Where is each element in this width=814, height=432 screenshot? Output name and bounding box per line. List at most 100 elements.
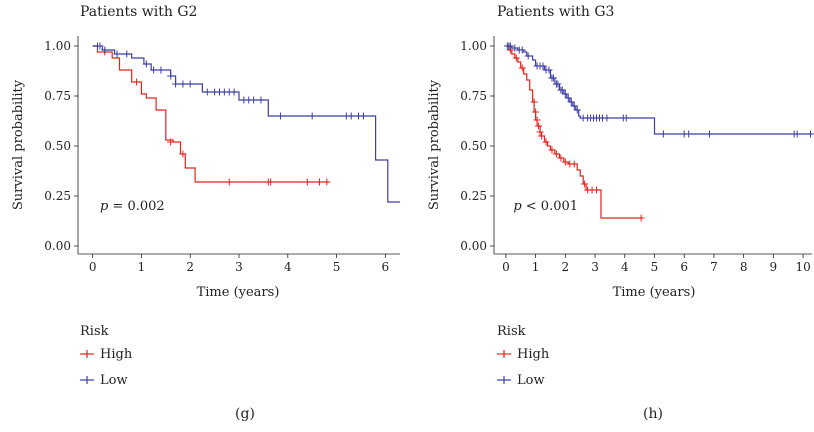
- panel-h-censor-mark-high: [552, 150, 560, 158]
- panel-g-legend-item-high: High: [80, 347, 133, 362]
- panel-h-censor-mark-low: [545, 66, 553, 74]
- panel-h-censor-mark-high: [570, 160, 578, 168]
- panel-h-censor-mark-low: [793, 130, 801, 138]
- panel-g-legend: Risk High Low: [80, 324, 133, 388]
- panel-h-x-tick-label: 7: [710, 260, 718, 274]
- panel-h-censor-mark-low: [511, 44, 519, 52]
- panel-g-censor-mark-low: [257, 96, 265, 104]
- panel-g-censor-mark-low: [179, 80, 187, 88]
- panel-g-censor-mark-high: [133, 78, 141, 86]
- panel-h-censor-mark-low: [524, 52, 532, 60]
- panel-g-x-tick-label: 6: [382, 260, 390, 274]
- panel-g-censor-mark-low: [359, 112, 367, 120]
- panel-g: Patients with G2 Survival probability Ti…: [11, 4, 400, 422]
- panel-g-x-tick-label: 2: [186, 260, 194, 274]
- panel-g-censor-mark-low: [250, 96, 258, 104]
- panel-h-p-value: p < 0.001: [513, 199, 578, 214]
- panel-g-censor-mark-low: [96, 42, 104, 50]
- panel-h-censor-mark-high: [512, 54, 520, 62]
- panel-g-censor-mark-high: [179, 150, 187, 158]
- panel-g-y-tick-label: 0.00: [44, 239, 71, 253]
- panel-h: Patients with G3 Survival probability Ti…: [427, 4, 814, 422]
- panel-h-censor-mark-high: [535, 122, 543, 130]
- panel-h-censor-mark-low: [558, 86, 566, 94]
- panel-h-censor-mark-high: [532, 108, 540, 116]
- panel-h-censor-mark-low: [622, 114, 630, 122]
- panel-g-censor-mark-low: [157, 66, 165, 74]
- panel-g-y-tick-label: 0.50: [44, 139, 71, 153]
- panel-g-x-tick-label: 0: [89, 260, 97, 274]
- panel-h-censor-mark-low: [506, 42, 514, 50]
- panel-h-x-tick-label: 8: [740, 260, 748, 274]
- panel-g-censor-mark-low: [172, 80, 180, 88]
- panel-h-censor-mark-low: [567, 98, 575, 106]
- panel-h-curve-high: [505, 45, 643, 219]
- panel-h-censor-mark-low: [807, 130, 814, 138]
- panel-h-legend: Risk High Low: [497, 324, 550, 388]
- panel-g-x-tick-label: 1: [138, 260, 146, 274]
- panel-g-censor-mark-low: [347, 112, 355, 120]
- panel-h-censor-mark-high: [536, 128, 544, 136]
- panel-g-censor-mark-low: [276, 112, 284, 120]
- panel-g-legend-label-low: Low: [100, 373, 128, 388]
- panel-h-censor-mark-high: [581, 180, 589, 188]
- panel-h-y-tick-label: 1.00: [460, 39, 487, 53]
- panel-g-legend-item-low: Low: [80, 373, 128, 388]
- panel-h-x-tick-label: 3: [591, 260, 599, 274]
- panel-h-censor-mark-low: [685, 130, 693, 138]
- panel-g-title: Patients with G2: [80, 4, 197, 20]
- panel-g-x-tick-label: 5: [333, 260, 341, 274]
- panel-h-censor-mark-high: [637, 214, 645, 222]
- panel-g-p-value: p = 0.002: [100, 199, 165, 214]
- panel-h-x-tick-label: 10: [795, 260, 810, 274]
- panel-g-censor-mark-high: [303, 178, 311, 186]
- panel-h-censor-mark-high: [548, 146, 556, 154]
- panel-g-censor-mark-high: [167, 138, 175, 146]
- panel-g-censor-mark-low: [101, 46, 109, 54]
- panel-h-censor-mark-high: [557, 154, 565, 162]
- panel-h-y-tick-label: 0.75: [460, 89, 487, 103]
- panel-g-legend-label-high: High: [100, 347, 133, 362]
- panel-g-censor-mark-high: [267, 178, 275, 186]
- panel-g-censor-mark-low: [142, 60, 150, 68]
- panel-h-legend-label-high: High: [517, 347, 550, 362]
- panel-h-censor-mark-low: [561, 90, 569, 98]
- panel-h-censor-mark-low: [659, 130, 667, 138]
- panel-h-x-tick-label: 0: [502, 260, 510, 274]
- panel-h-curve-low: [505, 45, 812, 135]
- panel-g-label: (g): [235, 406, 255, 422]
- panel-g-censor-mark-low: [308, 112, 316, 120]
- panel-g-legend-title: Risk: [80, 324, 109, 339]
- panel-g-curve-high: [92, 45, 330, 183]
- panel-g-y-tick-label: 1.00: [44, 39, 71, 53]
- panel-h-censor-mark-low: [518, 46, 526, 54]
- panel-h-plot-area: 0.00 0.25 0.50 0.75 1.00 0 1 2 3 4 5 6 7 8 9 10 p < 0.…: [460, 36, 814, 274]
- panel-h-censor-mark-low: [549, 74, 557, 82]
- panel-g-y-axis-label: Survival probability: [11, 79, 26, 210]
- panel-h-censor-mark-low: [603, 114, 611, 122]
- panel-g-p-label: p: [100, 199, 109, 214]
- panel-g-censor-mark-low: [230, 88, 238, 96]
- panel-g-censor-mark-low: [186, 80, 194, 88]
- panel-h-censor-mark-low: [570, 102, 578, 110]
- panel-g-x-tick-label: 4: [284, 260, 292, 274]
- panel-g-x-axis-label: Time (years): [197, 285, 280, 300]
- panel-g-censor-mark-low: [113, 50, 121, 58]
- panel-g-y-tick-label: 0.75: [44, 89, 71, 103]
- panel-h-y-tick-label: 0.50: [460, 139, 487, 153]
- panel-h-censor-mark-low: [554, 80, 562, 88]
- panel-h-censor-mark-high: [542, 138, 550, 146]
- panel-h-censor-mark-high: [518, 64, 526, 72]
- panel-h-label: (h): [643, 406, 663, 422]
- panel-g-censor-mark-low: [167, 72, 175, 80]
- panel-g-curve-low: [92, 45, 400, 203]
- panel-g-y-tick-label: 0.25: [44, 189, 71, 203]
- panel-h-p-label: p: [513, 199, 522, 214]
- panel-h-censor-mark-high: [530, 98, 538, 106]
- panel-h-censor-mark-low: [564, 94, 572, 102]
- panel-h-legend-title: Risk: [497, 324, 526, 339]
- panel-h-legend-item-high: High: [497, 347, 550, 362]
- panel-g-censor-mark-low: [123, 50, 131, 58]
- panel-h-censor-mark-high: [533, 116, 541, 124]
